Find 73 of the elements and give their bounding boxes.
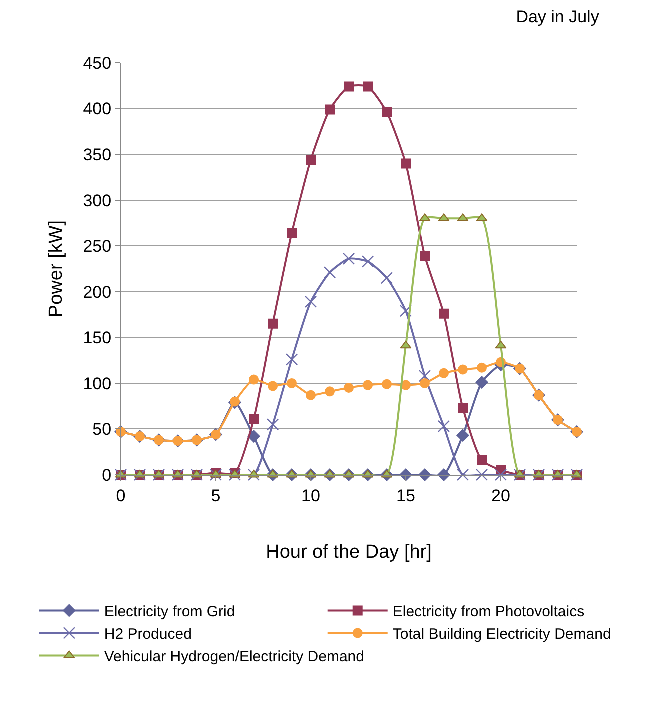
point [324,266,336,279]
y-tick-label: 450 [83,54,112,73]
point [210,468,222,482]
point [401,158,411,169]
y-tick-label: 200 [83,282,112,302]
point [363,380,373,390]
point [400,305,412,318]
point [438,420,450,433]
y-tick-label: 400 [83,100,112,119]
y-tick-label: 0 [102,466,112,485]
y-tick-label: 350 [83,146,112,165]
y-tick-label: 50 [92,420,112,440]
y-tick-label: 150 [83,328,112,348]
x-tick-label: 10 [302,486,320,506]
point [228,468,242,482]
point [420,378,430,388]
point [230,396,240,407]
point [382,107,392,118]
point [249,414,259,424]
point [458,364,468,375]
point [363,82,373,92]
point [268,318,278,329]
point [495,340,507,349]
point [476,376,488,389]
point [458,403,468,414]
x-tick-label: 0 [116,486,126,506]
point [380,272,394,284]
point [439,308,449,319]
y-axis-title: Power [kW] [46,220,68,318]
point [306,155,316,166]
point [344,383,354,394]
point [306,390,316,400]
point [249,374,259,385]
point [400,340,412,349]
point [287,378,297,388]
point [456,468,470,482]
y-tick-label: 300 [83,191,112,210]
point [382,379,392,390]
point [344,82,354,92]
point [304,296,318,308]
point [248,468,260,482]
x-tick-label: 5 [211,486,221,506]
legend-label: Electricity from Grid [104,604,236,621]
point [342,252,356,266]
point [456,429,470,442]
x-axis-title: Hour of the Day [hr] [266,542,432,564]
point [476,468,488,482]
point [420,251,430,262]
point [438,468,450,482]
x-tick-label: 20 [492,486,510,506]
point [439,368,449,378]
point [325,386,335,397]
legend-label: Electricity from Photovoltaics [392,604,585,621]
point [268,381,278,392]
point [418,370,432,382]
point [266,418,280,431]
y-tick-label: 100 [83,374,112,394]
point [477,362,487,373]
legend-label: H2 Produced [104,626,192,644]
point [286,354,298,366]
point [477,455,487,466]
point [287,228,297,238]
point [325,104,335,115]
chart-title: Day in July [516,8,600,27]
point [400,468,412,482]
y-tick-label: 250 [83,237,112,256]
point [362,256,374,268]
point [494,468,508,482]
legend-label: Vehicular Hydrogen/Electricity Demand [104,648,364,666]
x-tick-label: 15 [396,486,416,506]
point [418,468,432,482]
point [248,430,260,443]
legend-label: Total Building Electricity Demand [392,626,612,644]
